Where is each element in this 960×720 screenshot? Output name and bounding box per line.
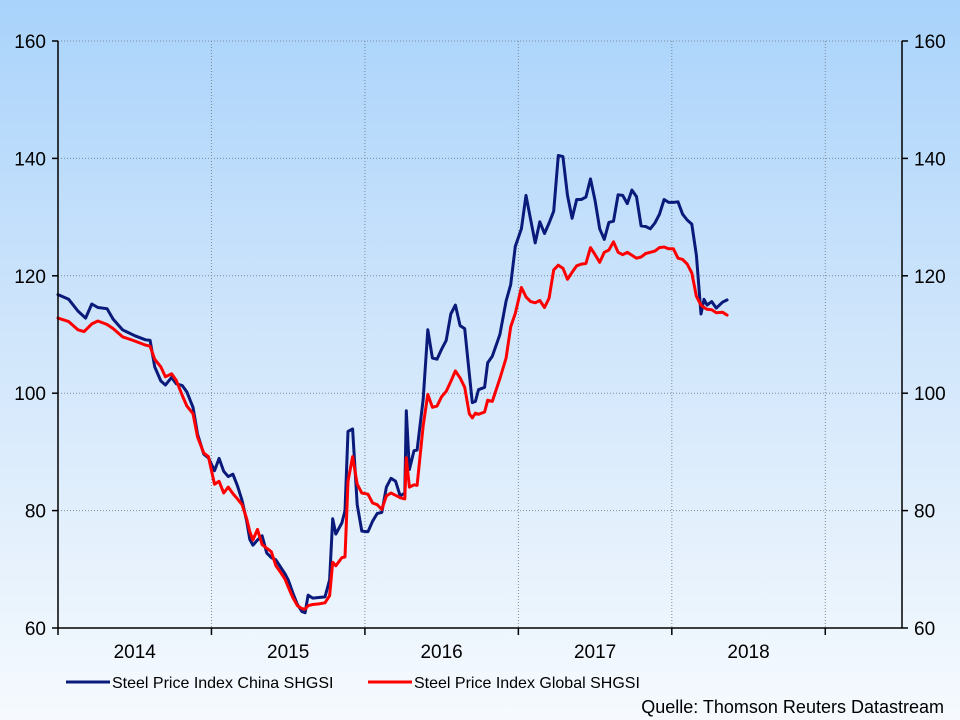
source-label: Quelle: Thomson Reuters Datastream [641,697,944,717]
series-line-1 [56,154,729,615]
y-tick-label-left-100: 100 [14,384,46,405]
x-tick-label-2016: 2016 [420,642,462,663]
y-tick-label-left-120: 120 [14,267,46,288]
gridlines [58,40,902,628]
series-line-2 [56,240,729,611]
x-tick-label-2015: 2015 [267,642,309,663]
x-tick-label-2014: 2014 [114,642,157,663]
x-axis: 2014 2015 2016 2017 2018 [57,628,827,663]
y-tick-label-right-160: 160 [914,32,946,53]
plot-frame [57,41,903,629]
y-tick-label-right-60: 60 [914,619,935,640]
y-axis-right: 60 80 100 120 140 160 [902,32,946,640]
legend-label-2: Steel Price Index Global SHGSI [414,675,640,692]
y-tick-label-right-100: 100 [914,384,946,405]
y-tick-label-left-140: 140 [14,149,46,170]
y-axis-left: 60 80 100 120 140 160 [14,32,58,640]
y-tick-label-right-140: 140 [914,149,946,170]
y-tick-label-left-60: 60 [25,619,46,640]
y-tick-label-right-120: 120 [914,267,946,288]
series-lines [56,154,729,615]
y-tick-label-right-80: 80 [914,502,935,523]
y-tick-label-left-160: 160 [14,32,46,53]
x-tick-label-2017: 2017 [574,642,616,663]
legend: Steel Price Index China SHGSI Steel Price… [66,675,640,692]
x-tick-label-2018: 2018 [727,642,769,663]
y-tick-label-left-80: 80 [25,502,46,523]
legend-label-1: Steel Price Index China SHGSI [112,675,333,692]
